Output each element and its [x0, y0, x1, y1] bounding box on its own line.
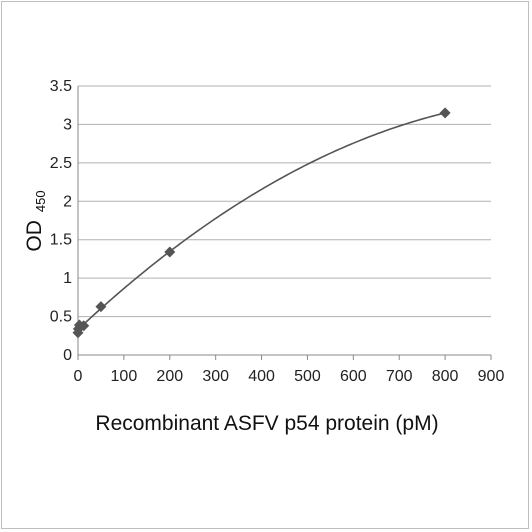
axis-layer: [77, 86, 492, 360]
x-axis-title: Recombinant ASFV p54 protein (pM): [95, 412, 438, 435]
grid-layer: [78, 85, 491, 318]
x-tick-label: 800: [432, 368, 459, 385]
x-tick-label: 500: [294, 368, 321, 385]
y-tick-label: 0: [63, 347, 72, 364]
y-axis-title: OD 450: [23, 190, 48, 251]
y-tick-label: 1.5: [50, 232, 72, 249]
data-point-marker: [439, 107, 451, 119]
y-tick-label: 3: [63, 116, 72, 133]
trendline-path: [77, 112, 446, 331]
x-tick-label: 900: [478, 368, 505, 385]
data-point-marker: [78, 320, 90, 332]
y-tick-label: 3.5: [50, 78, 72, 95]
data-point-marker: [164, 246, 176, 258]
y-axis-title-subscript: 450: [33, 190, 48, 212]
x-tick-label: 700: [386, 368, 413, 385]
x-tick-label: 0: [74, 368, 83, 385]
tick-label-layer: 0 0.5 1 1.5 2 2.5 3 3.5 0 100 200 300 400 500 600 700 80…: [50, 78, 505, 385]
x-tick-label: 200: [156, 368, 183, 385]
x-tick-label: 300: [202, 368, 229, 385]
x-tick-label: 400: [248, 368, 275, 385]
trendline-layer: [77, 112, 446, 331]
data-point-layer: [72, 107, 451, 339]
y-tick-label: 0.5: [50, 309, 72, 326]
data-point-marker: [95, 301, 107, 313]
y-tick-label: 1: [63, 270, 72, 287]
y-tick-label: 2.5: [50, 155, 72, 172]
y-axis-title-main: OD: [23, 220, 46, 252]
x-tick-label: 600: [340, 368, 367, 385]
x-tick-label: 100: [111, 368, 138, 385]
y-tick-label: 2: [63, 193, 72, 210]
